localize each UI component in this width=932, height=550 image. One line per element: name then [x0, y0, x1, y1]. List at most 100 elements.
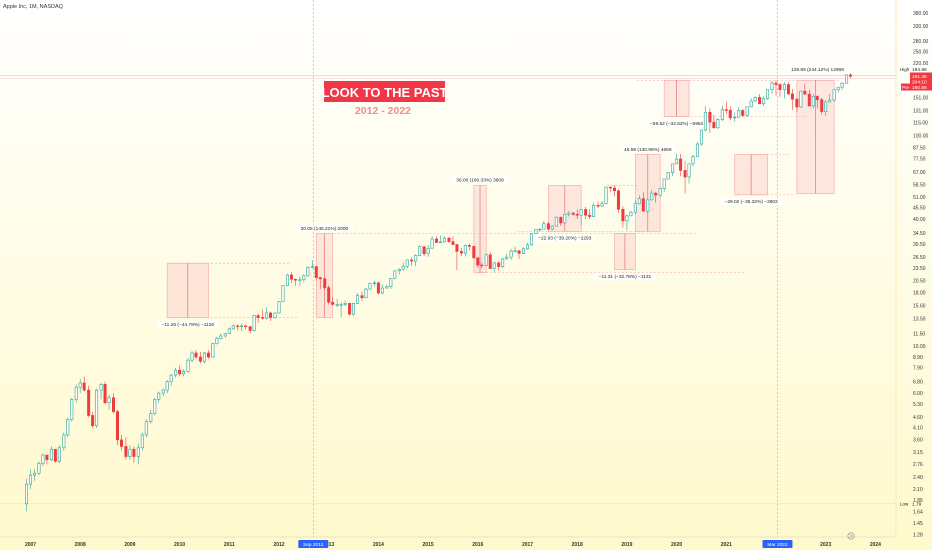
- candle-body-up: [836, 86, 840, 91]
- candle-body-up: [174, 369, 178, 376]
- candle-body-down: [248, 326, 252, 331]
- candle: [223, 332, 227, 338]
- candle-body-up: [28, 474, 32, 485]
- candle-body-up: [219, 335, 223, 339]
- price-range-4[interactable]: −11.31 (−32.78%) −1131: [593, 233, 656, 280]
- candle-body-up: [99, 384, 103, 391]
- symbol-header: Apple Inc, 1M, NASDAQ: [3, 4, 64, 10]
- candle: [522, 247, 526, 255]
- y-tick-label: 220.00: [913, 61, 929, 67]
- price-range-9[interactable]: 129.89 (244.12%) 12989: [786, 65, 849, 73]
- candle: [637, 195, 641, 205]
- candle-body-down: [728, 109, 732, 119]
- candle: [140, 432, 144, 451]
- candle: [439, 235, 443, 244]
- x-tick-label: 2013: [323, 542, 334, 548]
- candle: [616, 189, 620, 213]
- candle-body-up: [513, 250, 517, 252]
- candle: [314, 266, 318, 281]
- candle: [467, 243, 471, 251]
- y-tick-label: 6.00: [913, 391, 923, 397]
- candle-body-up: [397, 269, 401, 272]
- x-tick-label: 2019: [621, 542, 632, 548]
- y-tick-label: 7.90: [913, 366, 923, 372]
- candle: [799, 90, 803, 108]
- candle-body-up: [302, 275, 306, 281]
- candle: [712, 114, 716, 129]
- candle: [782, 81, 786, 99]
- candle-body-down: [476, 257, 480, 266]
- candle: [265, 307, 269, 320]
- candle: [136, 443, 140, 465]
- y-tick-label: 30.50: [913, 242, 926, 248]
- candle: [298, 276, 302, 287]
- candle-body-up: [563, 214, 567, 224]
- y-tick-label: 10.00: [913, 344, 926, 350]
- y-tick-label: 3.15: [913, 450, 923, 456]
- candle: [567, 210, 571, 217]
- candle-body-up: [550, 225, 554, 230]
- candle: [534, 228, 538, 235]
- candle: [447, 237, 451, 243]
- candle: [227, 327, 231, 335]
- price-range-8[interactable]: [796, 79, 835, 194]
- candle-body-down: [708, 111, 712, 123]
- candle: [463, 244, 467, 257]
- candle: [119, 434, 123, 451]
- price-label-name: High: [900, 67, 910, 72]
- y-tick-label: 51.00: [913, 195, 926, 201]
- candle: [348, 303, 352, 316]
- candle-body-up: [554, 216, 558, 227]
- candle-body-up: [70, 399, 74, 420]
- candle-body-down: [488, 254, 492, 269]
- candle: [749, 98, 753, 108]
- candle: [811, 93, 815, 109]
- y-tick-label: 77.50: [913, 157, 926, 163]
- candle-body-down: [608, 186, 612, 189]
- y-tick-label: 1.64: [913, 510, 923, 516]
- candle: [327, 285, 331, 305]
- candle-body-up: [522, 248, 526, 254]
- candle: [318, 277, 322, 290]
- candle: [25, 478, 29, 512]
- candle-body-down: [559, 216, 563, 224]
- candle-body-down: [683, 170, 687, 178]
- price-range-6[interactable]: −59.62 (−32.52%) −5962: [645, 79, 708, 127]
- candle-body-down: [331, 301, 335, 305]
- candle-body-down: [459, 251, 463, 254]
- candle-body-up: [32, 472, 36, 476]
- candle-body-up: [695, 143, 699, 157]
- candle: [633, 200, 637, 215]
- price-range-7[interactable]: −29.02 (−35.32%) −2902: [720, 154, 783, 206]
- candle-body-down: [376, 282, 380, 294]
- price-range-2[interactable]: 36.00 (160.33%) 3608: [451, 176, 509, 273]
- time-axis[interactable]: 2007 2008 2009 2010 2011 2012 2013 2014 2015 2016…: [25, 540, 881, 548]
- candle-body-down: [244, 325, 248, 328]
- candle: [78, 378, 82, 394]
- candle-body-up: [666, 172, 670, 180]
- price-range-0[interactable]: −11.26 (−44.78%) −1126: [156, 262, 219, 328]
- x-tick-label: 2018: [572, 542, 583, 548]
- price-axis[interactable]: 1.28 1.45 1.64 1.86 2.10 2.40 2.76 3.15 3.60 4.10…: [913, 11, 929, 538]
- y-tick-label: 13.50: [913, 317, 926, 323]
- candle: [28, 469, 32, 490]
- candle-body-up: [380, 287, 384, 294]
- candle-body-up: [505, 256, 509, 260]
- candle-body-down: [497, 262, 501, 267]
- y-tick-label: 100.00: [913, 133, 929, 139]
- scroll-to-realtime-button[interactable]: [847, 532, 855, 540]
- price-range-3[interactable]: −22.93 (−39.20%) −2293: [533, 185, 596, 242]
- y-tick-label: 40.00: [913, 217, 926, 223]
- candle-body-down: [774, 82, 778, 85]
- candle-body-up: [364, 288, 368, 299]
- candle-body-down: [256, 315, 260, 318]
- candle: [231, 324, 235, 330]
- candle: [836, 86, 840, 93]
- price-label-value: 191.38: [912, 74, 927, 80]
- candle-body-up: [832, 89, 836, 101]
- candle-body-up: [149, 413, 153, 422]
